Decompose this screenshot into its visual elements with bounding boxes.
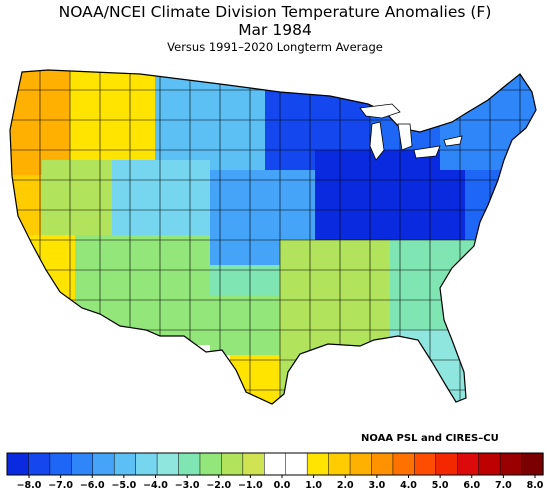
colorbar-tick-label: 2.0 bbox=[337, 480, 354, 491]
colorbar-tick-label: −2.0 bbox=[206, 480, 231, 491]
region-texas-central bbox=[210, 295, 280, 355]
region-pacific-northwest-coast bbox=[10, 70, 70, 175]
colorbar-cell bbox=[6, 452, 30, 476]
map-date: Mar 1984 bbox=[238, 21, 312, 39]
region-carolinas-georgia bbox=[390, 240, 536, 330]
colorbar-frame bbox=[6, 452, 544, 476]
region-florida bbox=[390, 330, 536, 404]
colorbar-cell bbox=[414, 452, 437, 476]
colorbar-cells bbox=[6, 452, 544, 476]
colorbar-tick-label: −4.0 bbox=[143, 480, 168, 491]
colorbar-cell bbox=[349, 452, 373, 476]
colorbar-cell bbox=[499, 452, 523, 476]
colorbar-tick-label: 1.0 bbox=[305, 480, 322, 491]
colorbar-cell bbox=[435, 452, 458, 476]
region-southern-california bbox=[10, 235, 75, 325]
colorbar-cell bbox=[156, 452, 180, 476]
region-northern-plains bbox=[155, 70, 265, 170]
region-south-texas bbox=[230, 355, 285, 404]
colorbar-cell bbox=[199, 452, 223, 476]
colorbar-tick-label: 4.0 bbox=[400, 480, 417, 491]
region-wyoming-colorado bbox=[112, 160, 210, 245]
map-baseline-note: Versus 1991–2020 Longterm Average bbox=[167, 40, 383, 54]
colorbar-tick-label: −7.0 bbox=[48, 480, 73, 491]
colorbar-cell bbox=[521, 452, 544, 476]
colorbar-tick-label: −6.0 bbox=[80, 480, 105, 491]
colorbar-cell bbox=[92, 452, 115, 476]
colorbar-cell bbox=[135, 452, 158, 476]
colorbar-tick-label: 5.0 bbox=[432, 480, 449, 491]
colorbar-cell bbox=[456, 452, 480, 476]
colorbar-cell bbox=[285, 452, 308, 476]
colorbar-cell bbox=[113, 452, 137, 476]
colorbar-cell bbox=[392, 452, 416, 476]
colorbar-cell bbox=[178, 452, 201, 476]
colorbar-tick-label: −1.0 bbox=[238, 480, 263, 491]
colorbar-tick-label: 3.0 bbox=[368, 480, 385, 491]
colorbar-tick-label: 6.0 bbox=[463, 480, 480, 491]
great-lakes bbox=[359, 103, 463, 161]
colorbar-tick-label: −8.0 bbox=[17, 480, 42, 491]
map-title: NOAA/NCEI Climate Division Temperature A… bbox=[58, 3, 492, 21]
colorbar-tick-label: 8.0 bbox=[527, 480, 544, 491]
colorbar-cell bbox=[71, 452, 94, 476]
region-nevada-utah bbox=[42, 160, 112, 235]
colorbar-cell bbox=[264, 452, 287, 476]
colorbar-cell bbox=[28, 452, 51, 476]
colorbar-legend: −8.0 −7.0 −6.0 −5.0 −4.0 −3.0 −2.0 −1.0 0.0 1.0 2.… bbox=[6, 452, 544, 491]
colorbar-cell bbox=[371, 452, 394, 476]
colorbar-tick-label: −5.0 bbox=[111, 480, 136, 491]
colorbar-cell bbox=[49, 452, 72, 476]
colorbar-tick-label: −3.0 bbox=[175, 480, 200, 491]
colorbar-tick-label: 7.0 bbox=[495, 480, 512, 491]
colorbar-cell bbox=[306, 452, 330, 476]
region-northern-california bbox=[10, 175, 42, 235]
colorbar-ticks: −8.0 −7.0 −6.0 −5.0 −4.0 −3.0 −2.0 −1.0 0.0 1.0 2.… bbox=[17, 475, 544, 491]
region-gulf-coast-southeast bbox=[280, 240, 390, 404]
us-climate-division-map bbox=[9, 69, 537, 405]
colorbar-cell bbox=[328, 452, 351, 476]
colorbar-cell bbox=[242, 452, 265, 476]
region-idaho-western-montana bbox=[70, 70, 155, 160]
us-outline bbox=[9, 69, 537, 405]
data-credit: NOAA PSL and CIRES–CU bbox=[361, 433, 499, 444]
colorbar-tick-label: 0.0 bbox=[274, 480, 291, 491]
colorbar-cell bbox=[221, 452, 244, 476]
colorbar-cell bbox=[478, 452, 501, 476]
